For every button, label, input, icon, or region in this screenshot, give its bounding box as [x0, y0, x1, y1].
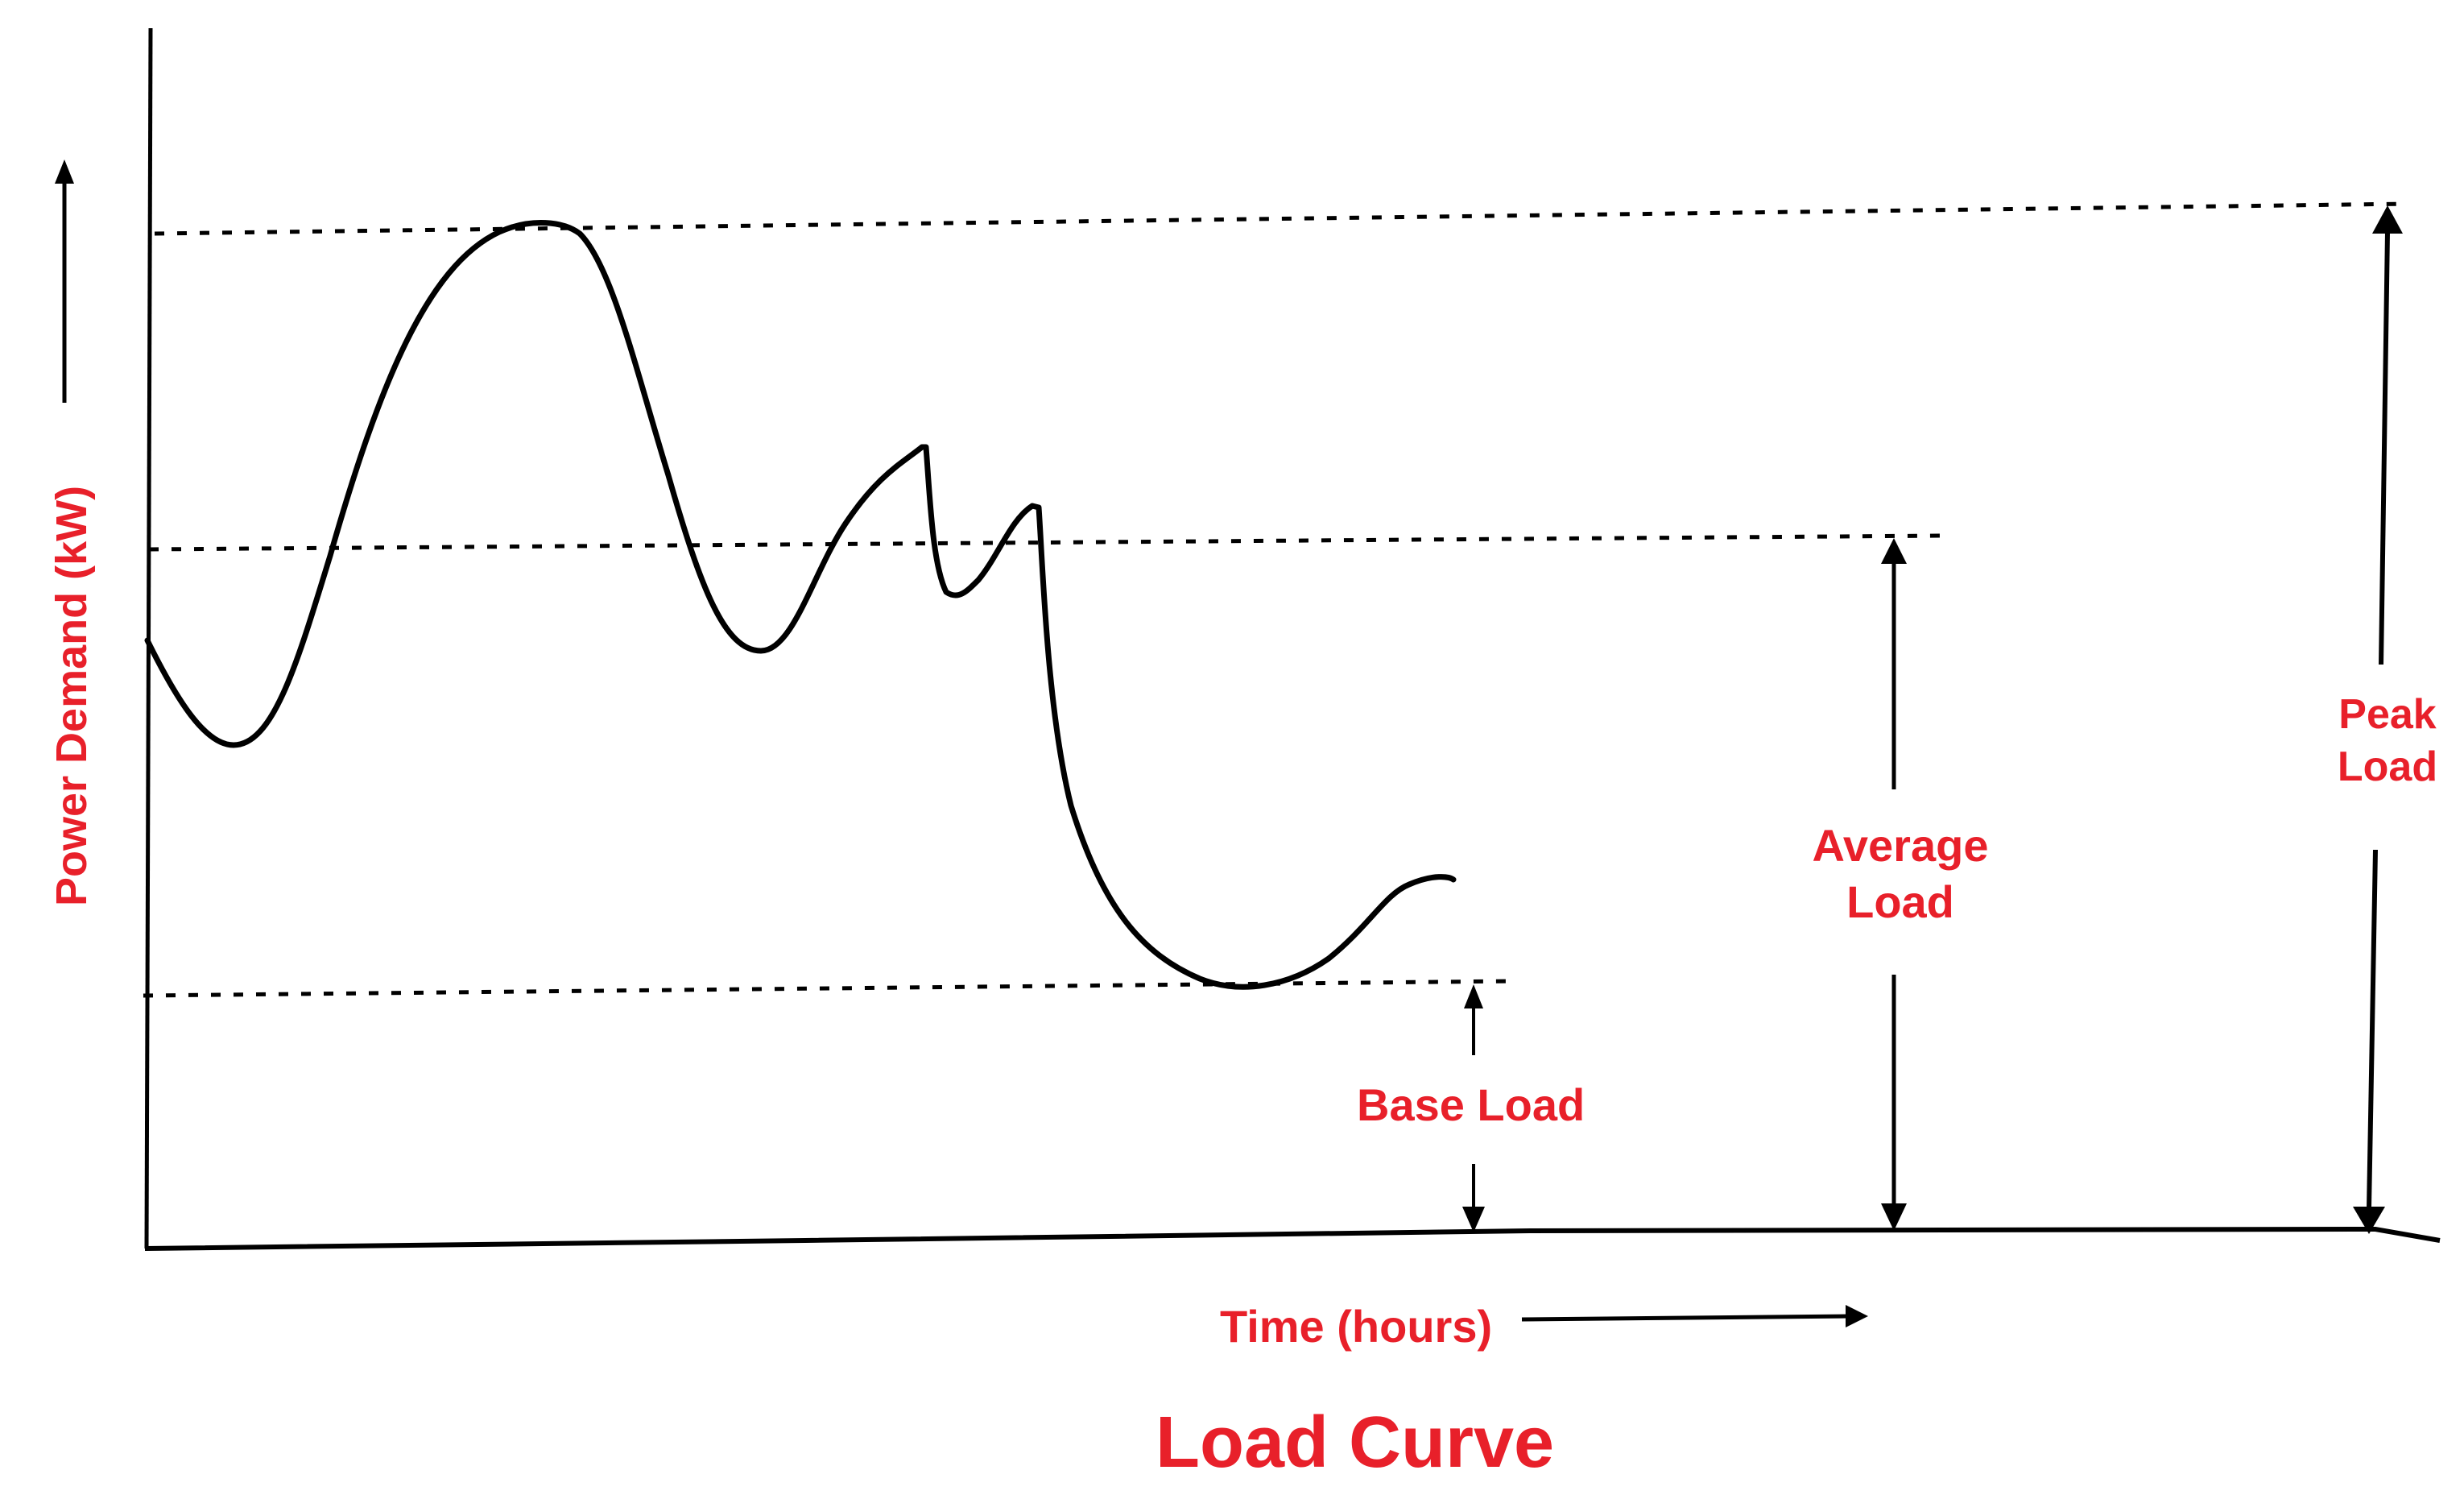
average-load-line — [148, 533, 1941, 552]
peak-load-label: Peak Load — [2327, 689, 2448, 793]
base-load-label: Base Load — [1357, 1079, 1585, 1130]
y-axis-label: Power Demand (kW) — [48, 485, 96, 906]
peak-load-label-line1: Peak — [2338, 691, 2437, 738]
average-load-label: Average Load — [1808, 818, 1993, 930]
peak-load-line — [154, 201, 2408, 236]
chart-title: Load Curve — [1156, 1402, 1555, 1483]
base-load-line — [143, 979, 1515, 998]
peak-load-arrow-icon — [2353, 205, 2403, 1234]
load-curve — [144, 219, 1457, 990]
x-axis-label: Time (hours) — [1220, 1301, 1493, 1352]
base-load-arrow-icon — [1462, 984, 1485, 1232]
average-load-label-line2: Load — [1846, 876, 1954, 927]
average-load-label-line1: Average — [1812, 820, 1989, 871]
peak-load-label-line2: Load — [2337, 743, 2438, 790]
average-load-arrow-icon — [1881, 538, 1907, 1231]
x-axis — [144, 1226, 2441, 1251]
y-axis-direction-arrow-icon — [55, 159, 74, 403]
x-axis-direction-arrow-icon — [1521, 1305, 1868, 1327]
